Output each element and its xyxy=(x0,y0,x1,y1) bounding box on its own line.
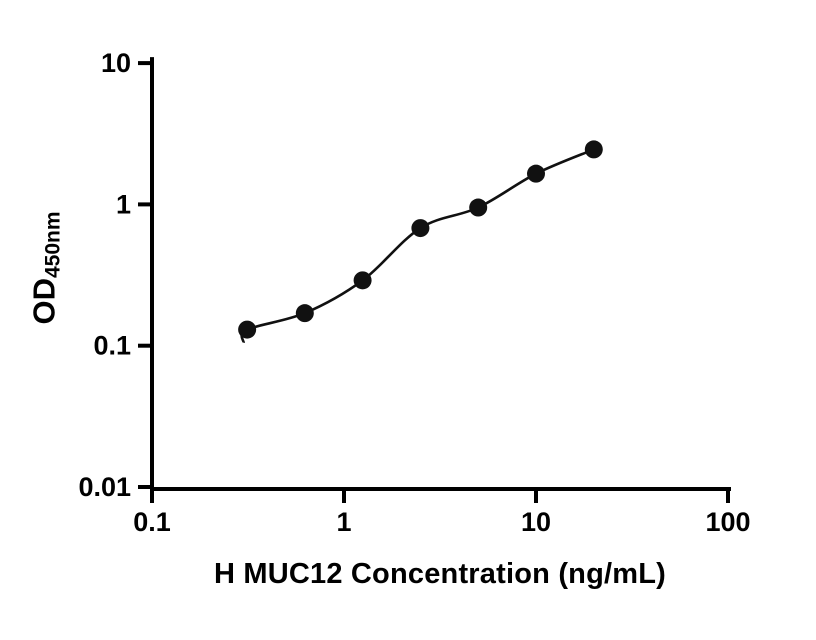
data-point xyxy=(238,320,257,339)
x-tick-label: 1 xyxy=(336,507,351,537)
y-tick-label: 0.01 xyxy=(78,472,131,502)
data-point xyxy=(584,140,603,159)
x-tick-label: 100 xyxy=(705,507,750,537)
y-axis-title: OD450nm xyxy=(27,211,66,324)
data-point xyxy=(353,271,372,290)
y-tick-label: 10 xyxy=(101,48,131,78)
y-tick-label: 0.1 xyxy=(93,331,131,361)
x-axis-title: H MUC12 Concentration (ng/mL) xyxy=(213,558,667,590)
data-point xyxy=(527,164,545,183)
data-point xyxy=(469,198,488,217)
y-tick-label: 1 xyxy=(116,189,131,219)
y-axis-title-subscript: 450nm xyxy=(41,211,65,279)
x-tick-label: 0.1 xyxy=(133,507,171,537)
x-tick-label: 10 xyxy=(521,507,551,537)
y-axis-title-main: OD xyxy=(26,278,62,325)
data-point xyxy=(295,304,314,323)
data-point xyxy=(411,219,430,238)
